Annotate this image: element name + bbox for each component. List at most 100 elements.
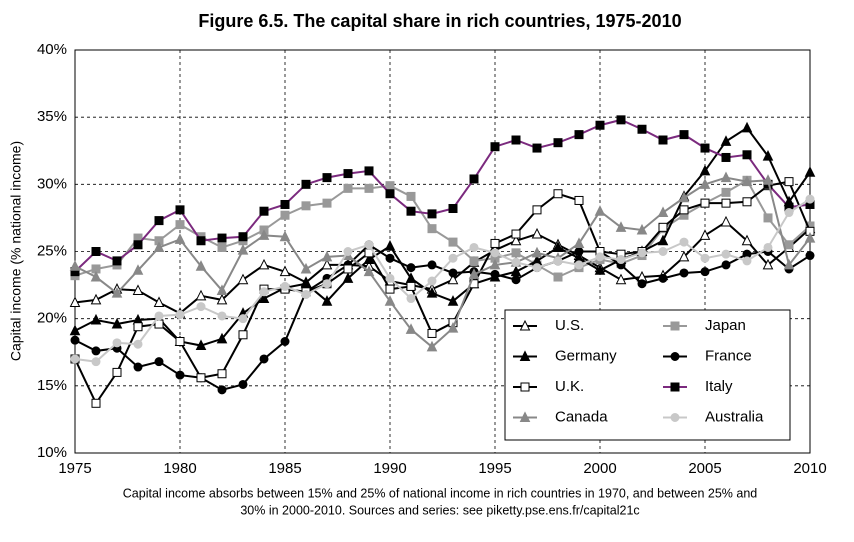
marker [427, 276, 437, 286]
marker [595, 252, 605, 262]
x-tick-label: 2005 [688, 460, 721, 477]
y-tick-label: 35% [37, 108, 67, 125]
marker [321, 295, 333, 306]
marker [784, 177, 794, 187]
marker [658, 222, 668, 232]
marker [532, 205, 542, 215]
marker [595, 120, 605, 130]
marker [406, 294, 416, 304]
marker [469, 242, 479, 252]
marker [69, 260, 81, 271]
series-line [74, 118, 811, 273]
x-tick-label: 1995 [478, 460, 511, 477]
marker [343, 183, 353, 193]
marker [133, 362, 143, 372]
marker [364, 183, 374, 193]
marker [531, 246, 543, 258]
marker [804, 231, 816, 243]
series-line [74, 176, 811, 349]
marker [721, 260, 731, 270]
marker [321, 250, 333, 262]
marker [742, 256, 752, 266]
marker [363, 253, 375, 265]
marker [532, 263, 542, 273]
series [70, 194, 815, 367]
marker [385, 273, 395, 283]
marker [238, 232, 248, 242]
marker [69, 296, 81, 308]
marker [553, 272, 563, 282]
marker [91, 398, 101, 408]
marker [217, 311, 227, 321]
marker [531, 227, 543, 239]
marker [574, 260, 584, 270]
marker [385, 189, 395, 199]
marker [280, 281, 290, 291]
marker [469, 174, 479, 184]
marker [280, 210, 290, 220]
marker [70, 354, 80, 364]
marker [280, 337, 290, 347]
marker [678, 191, 690, 203]
marker [238, 330, 248, 340]
marker [406, 191, 416, 201]
marker [175, 310, 185, 320]
marker [552, 241, 564, 252]
marker [658, 247, 668, 256]
marker [259, 287, 269, 297]
y-tick-label: 15% [37, 377, 67, 394]
marker [154, 216, 164, 226]
marker [153, 296, 165, 308]
marker [762, 150, 774, 161]
marker [490, 238, 500, 248]
marker [742, 150, 752, 160]
marker [343, 247, 353, 256]
marker [699, 229, 711, 240]
marker [153, 241, 165, 252]
marker [741, 175, 753, 187]
marker [637, 124, 647, 134]
marker [238, 379, 248, 389]
marker [196, 302, 206, 312]
marker [637, 248, 647, 258]
marker [783, 258, 795, 270]
marker [594, 205, 606, 216]
marker [762, 174, 774, 185]
marker [175, 220, 185, 230]
x-tick-label: 1990 [373, 460, 406, 477]
marker [364, 166, 374, 176]
marker [363, 265, 375, 277]
marker [511, 229, 521, 239]
marker [384, 240, 396, 251]
marker [670, 382, 680, 392]
marker [70, 335, 80, 345]
marker [511, 275, 521, 285]
marker [196, 236, 206, 246]
marker [195, 339, 207, 351]
marker [670, 321, 680, 331]
legend-label: U.K. [555, 378, 584, 395]
marker [742, 197, 752, 207]
marker [658, 273, 668, 283]
marker [805, 251, 815, 261]
marker [427, 209, 437, 219]
marker [574, 195, 584, 205]
marker [720, 171, 732, 183]
marker [448, 204, 458, 214]
marker [700, 198, 710, 208]
marker [406, 263, 416, 273]
marker [448, 237, 458, 247]
x-tick-label: 2010 [793, 460, 826, 477]
marker [511, 257, 521, 267]
marker [321, 258, 333, 270]
caption: 30% in 2000-2010. Sources and series: se… [240, 503, 639, 517]
marker [721, 187, 731, 197]
marker [741, 121, 753, 133]
marker [405, 323, 417, 334]
legend-box [504, 309, 791, 441]
marker [217, 369, 227, 379]
marker [615, 273, 627, 285]
marker [133, 339, 143, 349]
marker [574, 130, 584, 140]
marker [217, 242, 227, 252]
